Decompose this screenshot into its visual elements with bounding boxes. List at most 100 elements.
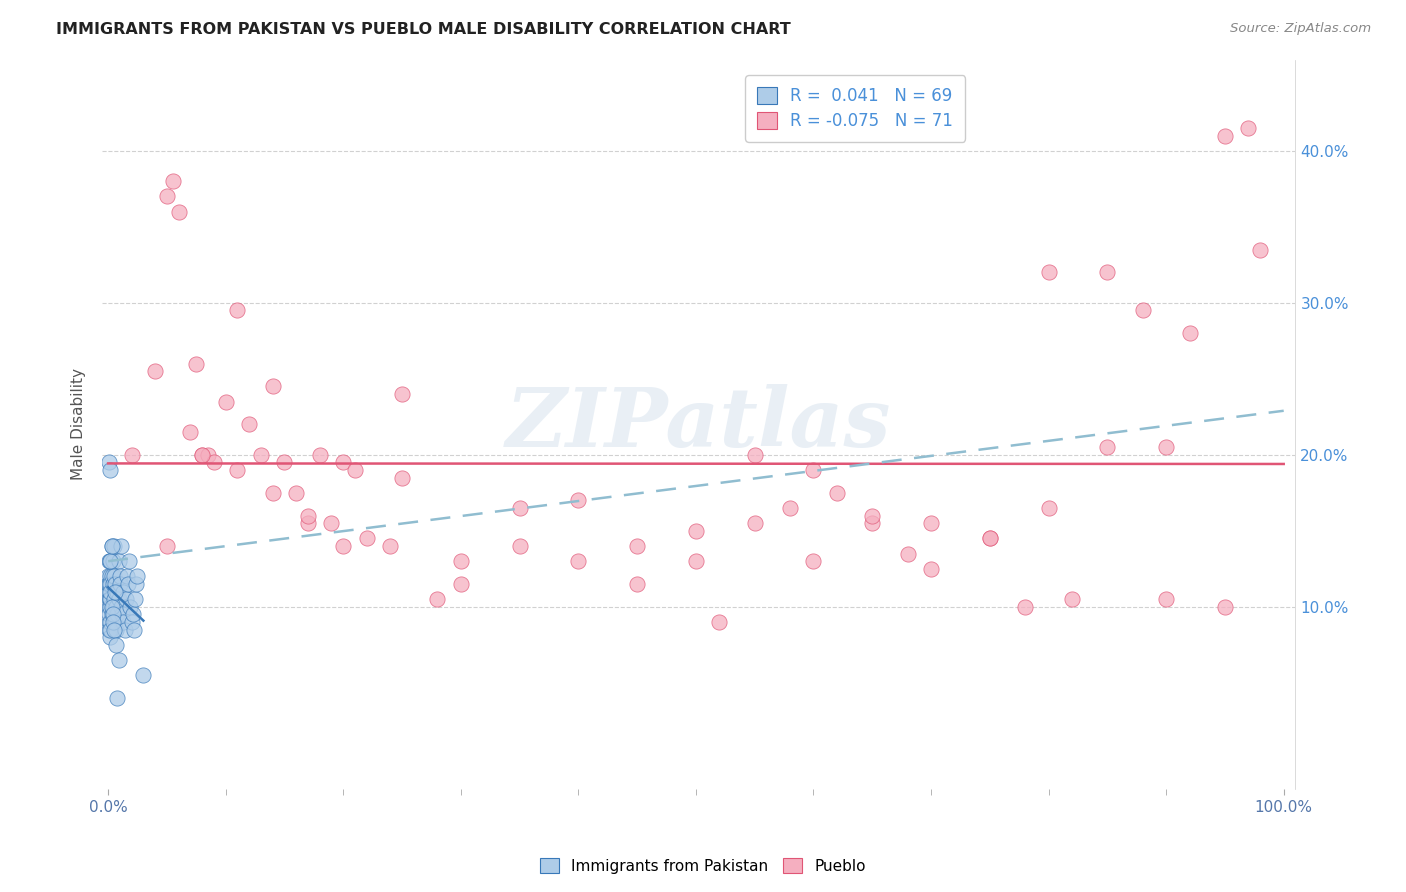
Point bbox=[98, 607, 121, 622]
Point bbox=[98, 577, 121, 591]
Point bbox=[100, 599, 122, 614]
Point bbox=[1132, 303, 1154, 318]
Point bbox=[450, 554, 472, 568]
Point bbox=[121, 607, 143, 622]
Point bbox=[262, 379, 284, 393]
Point bbox=[191, 448, 214, 462]
Point bbox=[626, 539, 648, 553]
Point bbox=[100, 554, 122, 568]
Point bbox=[779, 500, 801, 515]
Point bbox=[860, 508, 883, 523]
Point bbox=[108, 569, 131, 583]
Point bbox=[685, 554, 707, 568]
Point bbox=[101, 607, 124, 622]
Point bbox=[97, 554, 120, 568]
Point bbox=[105, 599, 128, 614]
Point bbox=[103, 623, 125, 637]
Point bbox=[105, 623, 128, 637]
Point bbox=[920, 562, 942, 576]
Point bbox=[1062, 592, 1084, 607]
Text: Source: ZipAtlas.com: Source: ZipAtlas.com bbox=[1230, 22, 1371, 36]
Point bbox=[98, 599, 121, 614]
Point bbox=[97, 592, 120, 607]
Point bbox=[105, 638, 128, 652]
Point bbox=[332, 539, 354, 553]
Point bbox=[162, 174, 184, 188]
Point bbox=[380, 539, 402, 553]
Point bbox=[107, 584, 129, 599]
Point bbox=[1154, 592, 1177, 607]
Point bbox=[1154, 440, 1177, 454]
Point bbox=[825, 485, 848, 500]
Point bbox=[1038, 265, 1060, 279]
Point bbox=[98, 623, 121, 637]
Point bbox=[297, 516, 319, 531]
Point bbox=[104, 577, 127, 591]
Point bbox=[117, 577, 139, 591]
Point bbox=[1213, 128, 1236, 143]
Point bbox=[238, 417, 260, 432]
Legend: R =  0.041   N = 69, R = -0.075   N = 71: R = 0.041 N = 69, R = -0.075 N = 71 bbox=[745, 75, 965, 142]
Point bbox=[744, 516, 766, 531]
Point bbox=[100, 463, 122, 477]
Point bbox=[98, 630, 121, 644]
Point bbox=[1213, 599, 1236, 614]
Point bbox=[744, 448, 766, 462]
Point bbox=[273, 455, 295, 469]
Point bbox=[509, 500, 531, 515]
Point bbox=[100, 539, 122, 553]
Text: IMMIGRANTS FROM PAKISTAN VS PUEBLO MALE DISABILITY CORRELATION CHART: IMMIGRANTS FROM PAKISTAN VS PUEBLO MALE … bbox=[56, 22, 792, 37]
Point bbox=[101, 577, 124, 591]
Point bbox=[115, 569, 138, 583]
Point bbox=[103, 569, 125, 583]
Point bbox=[143, 364, 166, 378]
Point bbox=[103, 539, 125, 553]
Text: ZIPatlas: ZIPatlas bbox=[506, 384, 891, 465]
Point bbox=[509, 539, 531, 553]
Point bbox=[803, 554, 825, 568]
Point bbox=[101, 599, 124, 614]
Point bbox=[979, 532, 1001, 546]
Point bbox=[191, 448, 214, 462]
Point bbox=[1097, 440, 1119, 454]
Point bbox=[112, 615, 135, 629]
Point bbox=[979, 532, 1001, 546]
Point bbox=[567, 554, 589, 568]
Point bbox=[132, 668, 155, 682]
Point bbox=[226, 303, 249, 318]
Point bbox=[262, 485, 284, 500]
Point bbox=[111, 607, 134, 622]
Point bbox=[100, 592, 122, 607]
Point bbox=[104, 584, 127, 599]
Point bbox=[1178, 326, 1201, 341]
Point bbox=[112, 584, 135, 599]
Point bbox=[124, 592, 146, 607]
Point bbox=[1014, 599, 1036, 614]
Point bbox=[202, 455, 225, 469]
Point bbox=[920, 516, 942, 531]
Point bbox=[391, 387, 413, 401]
Point bbox=[107, 554, 129, 568]
Point bbox=[567, 493, 589, 508]
Point bbox=[803, 463, 825, 477]
Point bbox=[156, 189, 179, 203]
Point bbox=[685, 524, 707, 538]
Point bbox=[97, 569, 120, 583]
Point bbox=[332, 455, 354, 469]
Point bbox=[101, 554, 124, 568]
Point bbox=[108, 577, 131, 591]
Point bbox=[226, 463, 249, 477]
Point bbox=[98, 569, 121, 583]
Point bbox=[709, 615, 731, 629]
Point bbox=[122, 623, 145, 637]
Point bbox=[98, 577, 121, 591]
Point bbox=[626, 577, 648, 591]
Point bbox=[308, 448, 330, 462]
Point bbox=[100, 539, 122, 553]
Point bbox=[110, 599, 132, 614]
Point bbox=[98, 554, 121, 568]
Point bbox=[127, 569, 149, 583]
Point bbox=[97, 584, 120, 599]
Point bbox=[896, 547, 918, 561]
Point bbox=[343, 463, 366, 477]
